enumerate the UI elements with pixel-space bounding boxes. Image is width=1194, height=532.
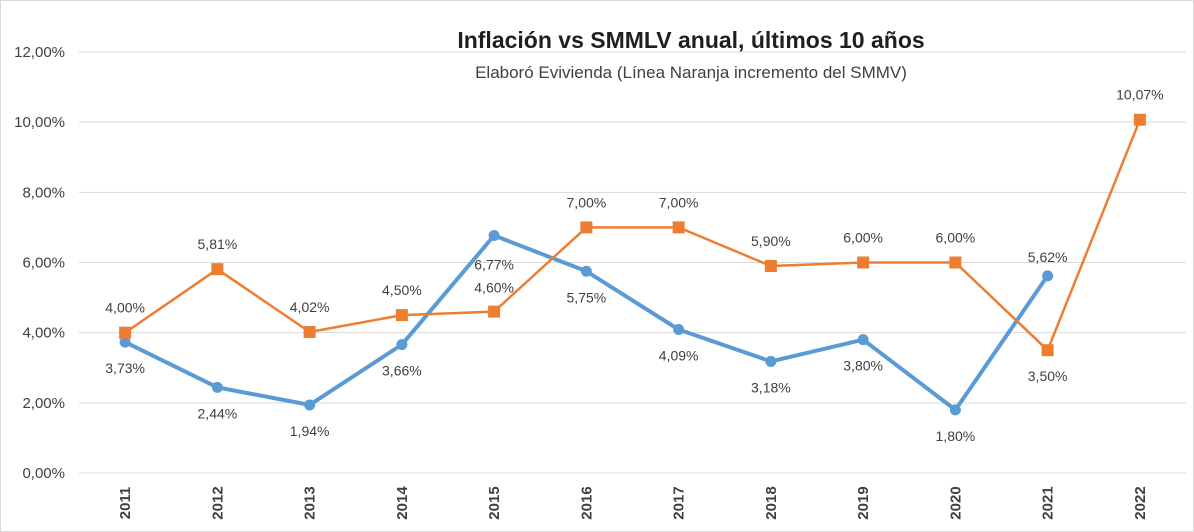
data-labels: 3,73% 2,44% 1,94% 3,66% 6,77% 5,75% 4,09% 3,18%… [105, 87, 1163, 444]
x-tick-label: 2016 [578, 486, 595, 519]
data-point [211, 263, 224, 276]
x-tick-label: 2014 [394, 486, 411, 520]
data-point [119, 326, 132, 339]
data-point [580, 265, 592, 277]
data-point [395, 309, 408, 322]
x-tick-label: 2019 [855, 486, 872, 519]
x-axis: 2011 2012 2013 2014 2015 2016 2017 2018 2019 2020… [117, 486, 1149, 520]
data-label: 4,00% [105, 300, 145, 316]
y-tick-label: 2,00% [22, 395, 65, 412]
data-label: 6,00% [843, 230, 883, 246]
gridlines [79, 51, 1186, 474]
chart-subtitle: Elaboró Evivienda (Línea Naranja increme… [475, 63, 907, 82]
y-tick-label: 8,00% [22, 184, 65, 201]
data-point [1041, 344, 1054, 357]
data-point [672, 221, 685, 234]
y-tick-label: 4,00% [22, 325, 65, 342]
data-label: 6,00% [936, 230, 976, 246]
y-axis: 0,00% 2,00% 4,00% 6,00% 8,00% 10,00% 12,00% [14, 44, 65, 482]
x-tick-label: 2018 [763, 486, 780, 519]
data-point [580, 221, 593, 234]
data-point [857, 256, 870, 269]
data-point [857, 334, 869, 346]
x-tick-label: 2012 [209, 486, 226, 519]
x-tick-label: 2017 [671, 486, 688, 519]
data-label: 4,02% [290, 299, 330, 315]
data-label: 4,60% [474, 280, 514, 296]
data-point [303, 325, 316, 338]
data-point [1042, 270, 1054, 282]
data-label: 1,80% [936, 428, 976, 444]
series-line-1 [123, 118, 1142, 352]
data-label: 7,00% [659, 194, 699, 210]
data-label: 4,50% [382, 282, 422, 298]
y-tick-label: 6,00% [22, 255, 65, 272]
x-tick-label: 2022 [1132, 486, 1149, 519]
y-tick-label: 12,00% [14, 44, 65, 61]
data-point [119, 336, 131, 348]
data-label: 7,00% [567, 194, 607, 210]
data-label: 3,66% [382, 363, 422, 379]
x-tick-label: 2021 [1040, 486, 1057, 519]
data-label: 1,94% [290, 423, 330, 439]
data-point [488, 305, 501, 318]
data-point [211, 381, 223, 393]
x-tick-label: 2011 [117, 487, 134, 520]
series-group [119, 113, 1146, 416]
data-label: 4,09% [659, 348, 699, 364]
data-label: 5,81% [198, 236, 238, 252]
x-tick-label: 2015 [486, 486, 503, 519]
data-label: 3,73% [105, 360, 145, 376]
data-label: 5,75% [567, 289, 607, 305]
data-point [673, 324, 685, 336]
data-label: 2,44% [198, 405, 238, 421]
data-label: 5,62% [1028, 249, 1068, 265]
data-label: 3,18% [751, 379, 791, 395]
y-tick-label: 0,00% [22, 465, 65, 482]
data-point [949, 256, 962, 269]
data-point [765, 355, 777, 367]
data-point [304, 399, 316, 411]
data-point [764, 260, 777, 273]
data-label: 6,77% [474, 256, 514, 272]
data-point [488, 229, 500, 241]
y-tick-label: 10,00% [14, 114, 65, 131]
data-label: 3,80% [843, 358, 883, 374]
data-label: 10,07% [1116, 87, 1163, 103]
data-point [949, 404, 961, 416]
chart-title: Inflación vs SMMLV anual, últimos 10 año… [457, 27, 924, 53]
data-label: 3,50% [1028, 368, 1068, 384]
data-label: 5,90% [751, 233, 791, 249]
data-point [1133, 113, 1146, 126]
data-point [396, 339, 408, 351]
x-tick-label: 2020 [947, 486, 964, 519]
x-tick-label: 2013 [302, 486, 319, 519]
